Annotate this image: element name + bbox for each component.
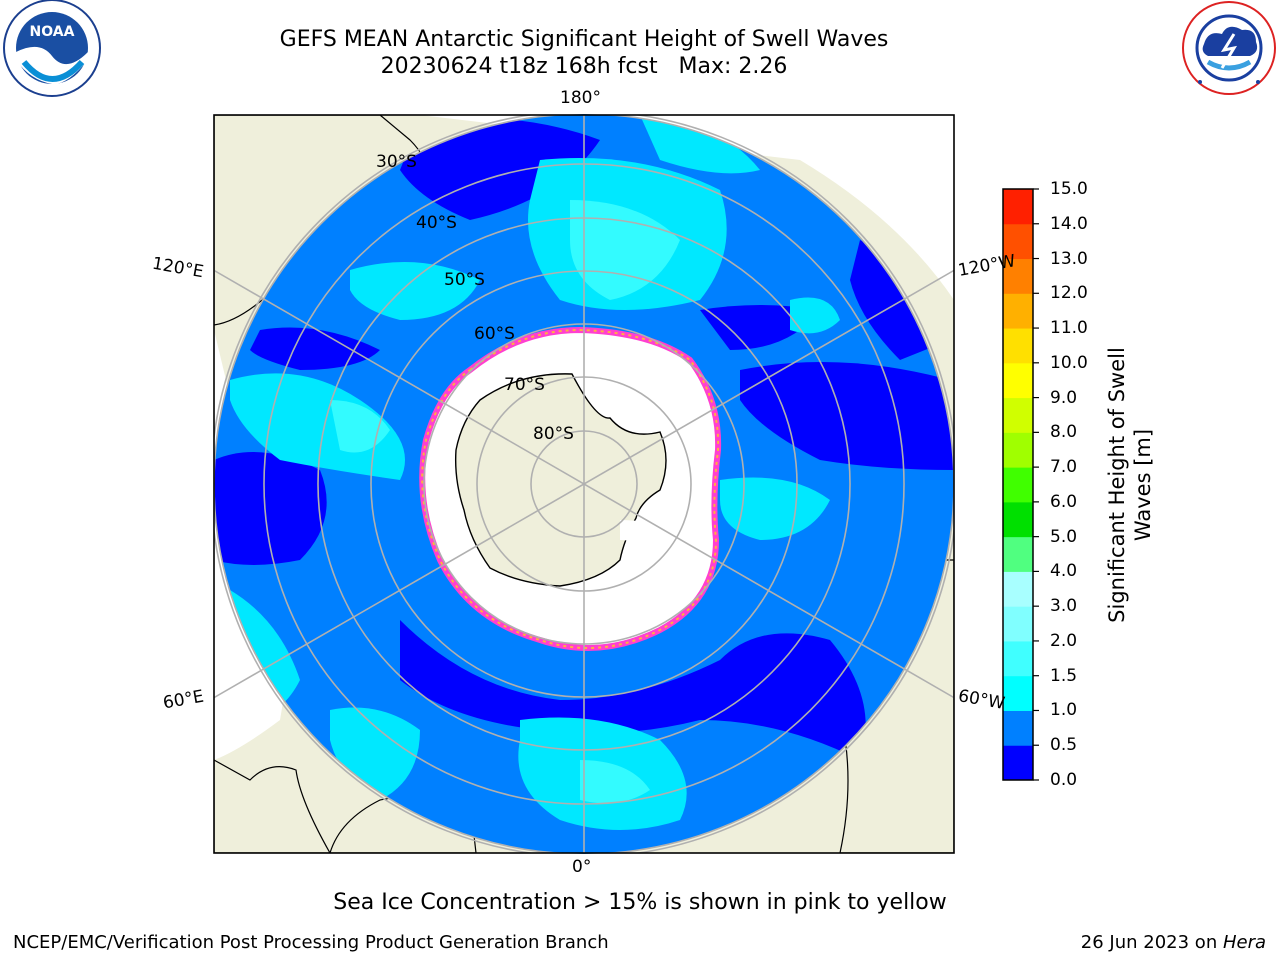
colorbar-tick-label: 1.0 bbox=[1050, 700, 1078, 721]
footer-branch: NCEP/EMC/Verification Post Processing Pr… bbox=[13, 932, 609, 953]
colorbar-tick-label: 4.0 bbox=[1050, 561, 1078, 582]
colorbar-segment bbox=[1003, 675, 1033, 711]
colorbar-segment bbox=[1003, 258, 1033, 294]
colorbar-title: Significant Height of Swell Waves [m] bbox=[1105, 347, 1155, 623]
colorbar-tick-label: 6.0 bbox=[1050, 491, 1078, 512]
colorbar-segment bbox=[1003, 710, 1033, 746]
lat-label-80s: 80°S bbox=[533, 424, 574, 444]
colorbar-tick-label: 0.5 bbox=[1050, 735, 1078, 756]
colorbar-segment bbox=[1003, 293, 1033, 329]
meridian-line bbox=[214, 269, 954, 699]
colorbar-segment bbox=[1003, 745, 1033, 781]
colorbar-segment bbox=[1003, 536, 1033, 572]
map-title: GEFS MEAN Antarctic Significant Height o… bbox=[279, 27, 889, 52]
nws-logo bbox=[1182, 1, 1276, 95]
lat-label-70s: 70°S bbox=[504, 375, 545, 395]
colorbar-tick-label: 7.0 bbox=[1050, 457, 1078, 478]
sea-ice-caption: Sea Ice Concentration > 15% is shown in … bbox=[333, 890, 947, 915]
lat-label-60s: 60°S bbox=[474, 324, 515, 344]
footer-machine: Hera bbox=[1222, 932, 1266, 953]
colorbar-tick-label: 12.0 bbox=[1050, 283, 1088, 304]
lon-label-180: 180° bbox=[560, 88, 601, 108]
noaa-logo-text: NOAA bbox=[30, 24, 75, 40]
colorbar-tick-label: 11.0 bbox=[1050, 318, 1088, 339]
colorbar-tick-label: 15.0 bbox=[1050, 179, 1088, 199]
colorbar-tick-label: 9.0 bbox=[1050, 387, 1078, 408]
colorbar-tick-label: 13.0 bbox=[1050, 248, 1088, 269]
colorbar-segment bbox=[1003, 571, 1033, 607]
footer-date: 26 Jun 2023 on Hera bbox=[1081, 932, 1266, 953]
colorbar-frame bbox=[1002, 188, 1034, 781]
colorbar-tick-label: 2.0 bbox=[1050, 630, 1078, 651]
colorbar-segment bbox=[1003, 328, 1033, 364]
colorbar-segment bbox=[1003, 362, 1033, 399]
antarctica-landmass bbox=[454, 373, 667, 587]
colorbar-segment bbox=[1003, 223, 1033, 260]
lat-label-50s: 50°S bbox=[444, 270, 485, 290]
africa-landmass bbox=[214, 759, 331, 853]
colorbar-tick-label: 14.0 bbox=[1050, 213, 1088, 234]
lat-label-30s: 30°S bbox=[376, 152, 417, 172]
colorbar-segment bbox=[1003, 397, 1033, 433]
colorbar-segment bbox=[1003, 606, 1033, 642]
colorbar-tick-label: 10.0 bbox=[1050, 352, 1088, 373]
noaa-logo: NOAA bbox=[3, 0, 101, 97]
lon-label-0: 0° bbox=[572, 857, 592, 877]
colorbar-tick-label: 5.0 bbox=[1050, 526, 1078, 547]
map-frame bbox=[213, 114, 955, 854]
lat-label-40s: 40°S bbox=[416, 213, 457, 233]
footer-date-text: 26 Jun 2023 on bbox=[1080, 932, 1223, 953]
colorbar-tick-label: 0.0 bbox=[1050, 770, 1078, 790]
colorbar bbox=[1002, 188, 1039, 781]
colorbar-segment bbox=[1003, 432, 1033, 468]
colorbar-segment bbox=[1003, 467, 1033, 503]
colorbar-segment bbox=[1003, 640, 1033, 677]
colorbar-tick-label: 8.0 bbox=[1050, 422, 1078, 443]
colorbar-segment bbox=[1003, 189, 1033, 225]
colorbar-tick-label: 3.0 bbox=[1050, 596, 1078, 617]
graticule-lines bbox=[214, 115, 954, 853]
colorbar-segment bbox=[1003, 501, 1033, 538]
map-subtitle: 20230624 t18z 168h fcst Max: 2.26 bbox=[380, 54, 788, 79]
colorbar-tick-label: 1.5 bbox=[1050, 665, 1078, 686]
